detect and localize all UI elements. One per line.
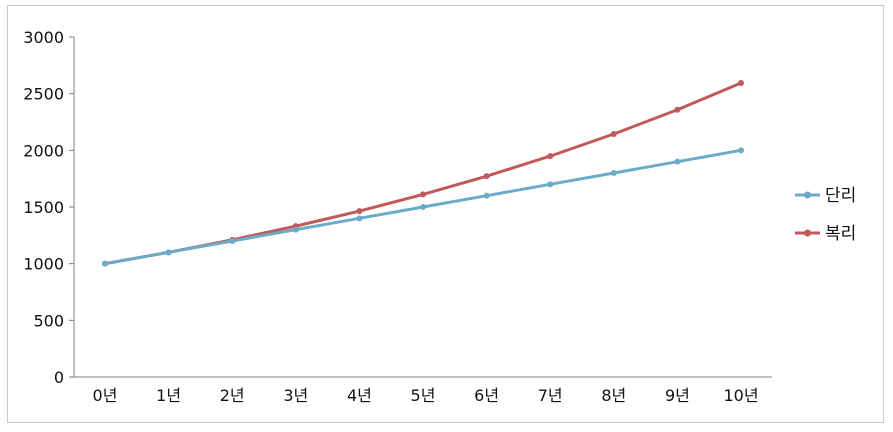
x-tick-label: 0년 — [93, 386, 118, 405]
y-tick-label: 2500 — [23, 85, 64, 104]
x-tick-label: 8년 — [601, 386, 626, 405]
data-point — [292, 226, 299, 233]
series-line — [103, 81, 743, 266]
series-layer — [102, 80, 744, 267]
data-point — [229, 238, 236, 244]
x-tick-label: 7년 — [538, 386, 563, 405]
data-point — [356, 208, 363, 215]
legend-label: 복리 — [825, 224, 856, 244]
data-point — [547, 153, 554, 160]
data-point — [483, 173, 490, 180]
data-point — [738, 80, 744, 87]
legend-item: 복리 — [795, 224, 856, 244]
y-tick-label: 2000 — [23, 141, 64, 160]
x-axis-ticks: 0년 1년 2년 3년 4년 5년 6년 7년 8년 9년 10년 — [93, 386, 759, 405]
legend-item: 단리 — [795, 186, 856, 206]
data-point — [165, 249, 172, 256]
data-point — [483, 192, 490, 199]
data-point — [674, 106, 681, 113]
x-tick-label: 3년 — [283, 386, 308, 405]
y-tick-label: 0 — [54, 368, 64, 387]
data-point — [356, 215, 363, 222]
y-tick-label: 1000 — [23, 255, 64, 274]
y-tick-label: 3000 — [23, 28, 64, 47]
data-point — [738, 147, 744, 154]
y-tick-label: 500 — [33, 311, 64, 330]
series-simple — [102, 147, 744, 267]
data-point — [102, 260, 108, 267]
legend-label: 단리 — [825, 186, 856, 206]
data-point — [610, 170, 617, 176]
chart-frame — [7, 5, 884, 423]
data-point — [547, 181, 554, 188]
data-point — [420, 191, 426, 198]
legend-swatch-marker — [804, 229, 811, 237]
y-tick-label: 1500 — [23, 198, 64, 217]
data-point — [610, 131, 617, 138]
y-axis-ticks: 0 500 1000 1500 2000 2500 3000 — [23, 28, 74, 387]
series-compound — [102, 80, 744, 267]
x-tick-label: 5년 — [411, 386, 436, 405]
x-tick-label: 4년 — [347, 386, 372, 405]
x-tick-label: 10년 — [723, 386, 758, 405]
legend-swatch-marker — [804, 191, 811, 199]
x-tick-label: 2년 — [220, 386, 245, 405]
data-point — [420, 204, 426, 210]
x-tick-label: 1년 — [156, 386, 181, 405]
x-tick-label: 9년 — [665, 386, 690, 405]
data-point — [674, 158, 681, 165]
x-tick-label: 6년 — [474, 386, 499, 405]
